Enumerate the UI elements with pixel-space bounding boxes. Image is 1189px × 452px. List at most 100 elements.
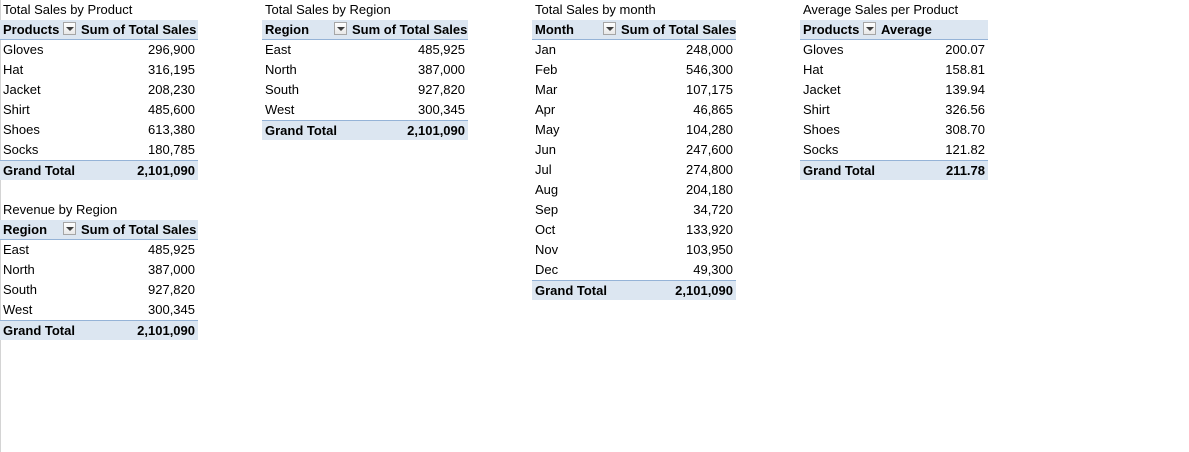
row-label-header[interactable]: Month xyxy=(532,20,618,39)
row-label: Oct xyxy=(535,222,556,237)
row-label: Socks xyxy=(803,142,839,157)
pivot-row[interactable]: Gloves 200.07 xyxy=(800,40,988,60)
pivot-row[interactable]: Apr 46,865 xyxy=(532,100,736,120)
pivot-average-sales-per-product: Average Sales per Product Products Average… xyxy=(800,0,988,180)
pivot-row[interactable]: Oct 133,920 xyxy=(532,220,736,240)
filter-dropdown-button[interactable] xyxy=(63,22,76,35)
row-label-header-text: Month xyxy=(535,22,574,37)
row-label: Mar xyxy=(535,82,558,97)
value-field-header[interactable]: Average xyxy=(881,22,932,37)
row-label: Feb xyxy=(535,62,558,77)
pivot-header-row: Month Sum of Total Sales xyxy=(532,20,736,40)
row-label-header-text: Region xyxy=(265,22,310,37)
row-label: Gloves xyxy=(3,42,44,57)
pivot-row[interactable]: East 485,925 xyxy=(0,240,198,260)
grand-total-value: 2,101,090 xyxy=(137,163,195,178)
grand-total-label: Grand Total xyxy=(265,123,337,138)
pivot-header-row: Products Average xyxy=(800,20,988,40)
row-label: Sep xyxy=(535,202,559,217)
pivot-row[interactable]: Shirt 485,600 xyxy=(0,100,198,120)
pivot-row[interactable]: South 927,820 xyxy=(0,280,198,300)
row-label: Apr xyxy=(535,102,556,117)
row-value: 274,800 xyxy=(686,162,733,177)
row-value: 300,345 xyxy=(418,102,465,117)
row-label-header[interactable]: Products xyxy=(0,20,78,39)
row-label: Dec xyxy=(535,262,559,277)
pivot-row[interactable]: South 927,820 xyxy=(262,80,468,100)
row-value: 104,280 xyxy=(686,122,733,137)
row-value: 34,720 xyxy=(693,202,733,217)
value-field-header[interactable]: Sum of Total Sales xyxy=(352,22,468,37)
pivot-row[interactable]: Sep 34,720 xyxy=(532,200,736,220)
pivot-row[interactable]: North 387,000 xyxy=(262,60,468,80)
row-label: West xyxy=(265,102,295,117)
pivot-row[interactable]: Mar 107,175 xyxy=(532,80,736,100)
row-value: 326.56 xyxy=(945,102,985,117)
value-field-header[interactable]: Sum of Total Sales xyxy=(81,222,197,237)
chevron-down-icon xyxy=(865,26,874,31)
row-value: 121.82 xyxy=(945,142,985,157)
row-label-header-text: Products xyxy=(3,22,60,37)
row-value: 485,925 xyxy=(148,242,195,257)
chevron-down-icon xyxy=(605,26,614,31)
pivot-row[interactable]: Gloves 296,900 xyxy=(0,40,198,60)
filter-dropdown-button[interactable] xyxy=(603,22,616,35)
pivot-row[interactable]: Nov 103,950 xyxy=(532,240,736,260)
chevron-down-icon xyxy=(65,226,74,231)
row-value: 180,785 xyxy=(148,142,195,157)
pivot-row[interactable]: Hat 158.81 xyxy=(800,60,988,80)
pivot-row[interactable]: Jul 274,800 xyxy=(532,160,736,180)
filter-dropdown-button[interactable] xyxy=(334,22,347,35)
pivot-row[interactable]: North 387,000 xyxy=(0,260,198,280)
pivot-row[interactable]: Shoes 613,380 xyxy=(0,120,198,140)
row-label: Jun xyxy=(535,142,556,157)
value-field-header[interactable]: Sum of Total Sales xyxy=(621,22,737,37)
pivot-row[interactable]: Jun 247,600 xyxy=(532,140,736,160)
row-label-header[interactable]: Products xyxy=(800,20,878,39)
pivot-title: Total Sales by month xyxy=(535,2,656,17)
value-field-header[interactable]: Sum of Total Sales xyxy=(81,22,197,37)
row-value: 139.94 xyxy=(945,82,985,97)
pivot-row[interactable]: Jan 248,000 xyxy=(532,40,736,60)
grand-total-label: Grand Total xyxy=(3,323,75,338)
filter-dropdown-button[interactable] xyxy=(863,22,876,35)
pivot-row[interactable]: Feb 546,300 xyxy=(532,60,736,80)
row-value: 300,345 xyxy=(148,302,195,317)
pivot-row[interactable]: May 104,280 xyxy=(532,120,736,140)
pivot-sales-by-region: Total Sales by Region Region Sum of Total … xyxy=(262,0,468,140)
grand-total-value: 2,101,090 xyxy=(675,283,733,298)
pivot-row[interactable]: Socks 121.82 xyxy=(800,140,988,160)
grand-total-row[interactable]: Grand Total 2,101,090 xyxy=(262,120,468,140)
row-value: 49,300 xyxy=(693,262,733,277)
pivot-header-row: Region Sum of Total Sales xyxy=(0,220,198,240)
pivot-row[interactable]: Hat 316,195 xyxy=(0,60,198,80)
row-label-header[interactable]: Region xyxy=(0,220,78,239)
grand-total-row[interactable]: Grand Total 2,101,090 xyxy=(532,280,736,300)
row-value: 485,600 xyxy=(148,102,195,117)
row-label: West xyxy=(3,302,33,317)
pivot-row[interactable]: East 485,925 xyxy=(262,40,468,60)
row-value: 158.81 xyxy=(945,62,985,77)
pivot-row[interactable]: West 300,345 xyxy=(262,100,468,120)
grand-total-row[interactable]: Grand Total 211.78 xyxy=(800,160,988,180)
row-label: Jul xyxy=(535,162,552,177)
grand-total-label: Grand Total xyxy=(535,283,607,298)
grand-total-row[interactable]: Grand Total 2,101,090 xyxy=(0,320,198,340)
pivot-row[interactable]: Dec 49,300 xyxy=(532,260,736,280)
pivot-row[interactable]: Shirt 326.56 xyxy=(800,100,988,120)
row-value: 200.07 xyxy=(945,42,985,57)
pivot-title: Revenue by Region xyxy=(3,202,118,217)
grand-total-row[interactable]: Grand Total 2,101,090 xyxy=(0,160,198,180)
filter-dropdown-button[interactable] xyxy=(63,222,76,235)
pivot-row[interactable]: Shoes 308.70 xyxy=(800,120,988,140)
row-value: 103,950 xyxy=(686,242,733,257)
pivot-row[interactable]: Jacket 139.94 xyxy=(800,80,988,100)
pivot-row[interactable]: West 300,345 xyxy=(0,300,198,320)
row-label-header[interactable]: Region xyxy=(262,20,349,39)
row-label: North xyxy=(3,262,35,277)
pivot-row[interactable]: Jacket 208,230 xyxy=(0,80,198,100)
pivot-sales-by-month: Total Sales by month Month Sum of Total Sa… xyxy=(532,0,736,300)
row-label: May xyxy=(535,122,560,137)
pivot-row[interactable]: Aug 204,180 xyxy=(532,180,736,200)
pivot-row[interactable]: Socks 180,785 xyxy=(0,140,198,160)
